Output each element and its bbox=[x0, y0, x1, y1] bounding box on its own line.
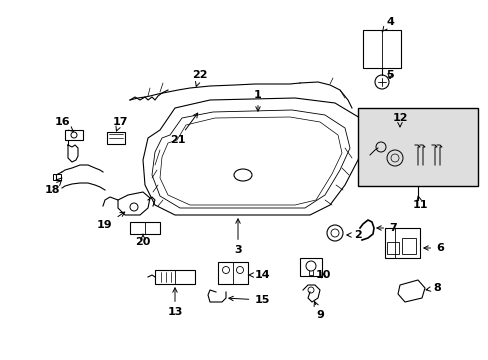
Text: 21: 21 bbox=[170, 113, 197, 145]
Bar bbox=[218, 262, 247, 284]
Text: 8: 8 bbox=[425, 283, 440, 293]
Bar bbox=[401, 238, 415, 254]
Text: 15: 15 bbox=[228, 295, 269, 305]
Bar bbox=[53, 174, 61, 180]
Text: 7: 7 bbox=[376, 223, 396, 233]
Text: 5: 5 bbox=[386, 70, 393, 80]
Text: 10: 10 bbox=[315, 270, 330, 280]
Text: 13: 13 bbox=[167, 288, 183, 317]
Bar bbox=[384, 228, 419, 258]
Text: 3: 3 bbox=[234, 219, 242, 255]
Bar bbox=[65, 130, 83, 140]
Bar bbox=[155, 270, 195, 284]
Bar bbox=[130, 222, 160, 234]
Bar bbox=[299, 258, 321, 276]
Text: 14: 14 bbox=[248, 270, 269, 280]
Bar bbox=[107, 132, 125, 144]
Text: 9: 9 bbox=[313, 302, 323, 320]
Text: 19: 19 bbox=[97, 212, 124, 230]
FancyBboxPatch shape bbox=[357, 108, 477, 186]
Text: 2: 2 bbox=[346, 230, 361, 240]
Text: 1: 1 bbox=[254, 90, 262, 111]
Text: 20: 20 bbox=[135, 234, 150, 247]
Text: 16: 16 bbox=[54, 117, 73, 132]
Text: 17: 17 bbox=[112, 117, 127, 131]
Text: 11: 11 bbox=[411, 196, 427, 210]
Text: 22: 22 bbox=[192, 70, 207, 86]
Text: 6: 6 bbox=[423, 243, 443, 253]
Bar bbox=[362, 30, 400, 68]
Text: 12: 12 bbox=[391, 113, 407, 127]
Text: 18: 18 bbox=[44, 180, 61, 195]
Text: 4: 4 bbox=[381, 17, 393, 32]
Bar bbox=[386, 242, 398, 254]
